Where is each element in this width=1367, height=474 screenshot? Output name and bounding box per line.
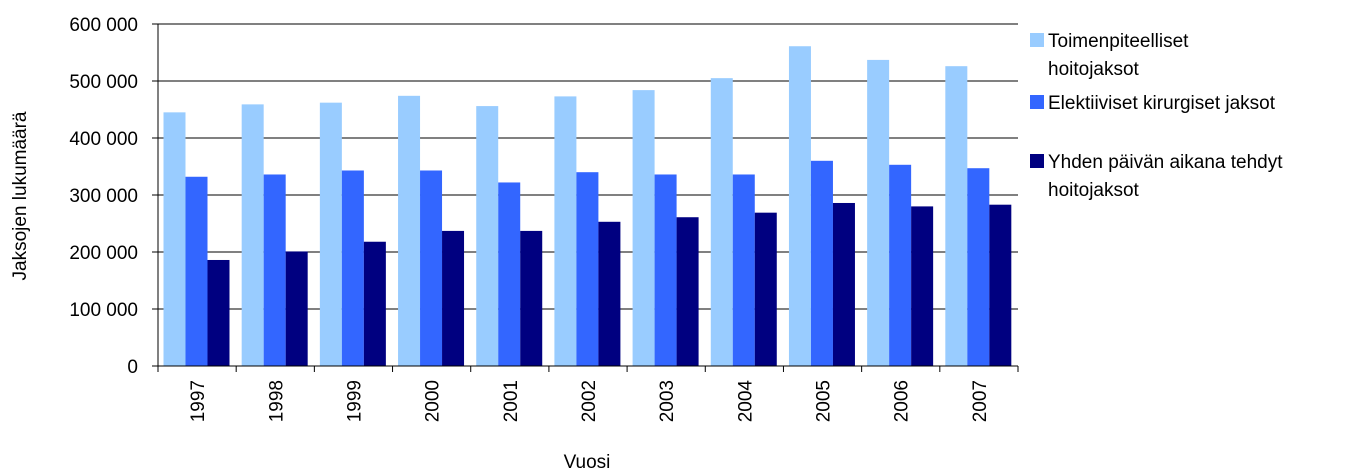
legend-swatch xyxy=(1030,95,1044,109)
legend-label: hoitojaksot xyxy=(1048,180,1140,201)
bar-1997-series-3 xyxy=(207,259,230,366)
legend-swatch xyxy=(1030,33,1044,47)
bar-2005-series-2 xyxy=(810,160,833,366)
bar-2003-series-3 xyxy=(676,217,699,366)
x-tick-label: 2002 xyxy=(579,380,600,422)
bar-2003-series-1 xyxy=(632,90,655,367)
x-tick-labels: 1997 1998 1999 2000 2001 2002 2003 2004 2005 2006… xyxy=(188,380,991,423)
bar-2002-series-3 xyxy=(598,221,621,366)
y-axis-title: Jaksojen lukumäärä xyxy=(10,111,31,280)
bar-2002-series-2 xyxy=(576,172,599,366)
y-tick-label: 0 xyxy=(127,357,138,378)
y-tick-label: 500 000 xyxy=(69,72,138,93)
bar-1998-series-1 xyxy=(241,104,264,367)
bar-1998-series-2 xyxy=(263,174,286,366)
x-tick-label: 1997 xyxy=(188,380,209,422)
x-tick-label: 2006 xyxy=(892,380,913,422)
x-tick-label: 2001 xyxy=(501,380,522,422)
bar-2001-series-2 xyxy=(498,182,521,366)
legend: Toimenpiteelliset hoitojaksot Elektiiviset… xyxy=(1030,31,1283,201)
legend-label: Yhden päivän aikana tehdyt xyxy=(1048,152,1283,173)
bar-2006-series-3 xyxy=(911,206,934,366)
legend-label: hoitojaksot xyxy=(1048,59,1140,80)
x-tick-label: 1999 xyxy=(344,380,365,422)
x-tick-label: 2004 xyxy=(735,380,756,423)
bar-2007-series-1 xyxy=(945,66,968,367)
bar-2004-series-1 xyxy=(710,78,733,367)
bar-2000-series-1 xyxy=(398,95,421,366)
y-tick-labels: 0 100 000 200 000 300 000 400 000 500 000 600 … xyxy=(69,15,138,378)
bar-2006-series-1 xyxy=(867,59,890,366)
bar-2001-series-3 xyxy=(520,230,543,366)
bar-2002-series-1 xyxy=(554,96,577,366)
legend-swatch xyxy=(1030,154,1044,168)
bar-1999-series-3 xyxy=(363,241,386,366)
bar-1997-series-2 xyxy=(185,176,208,366)
bar-2007-series-2 xyxy=(967,168,990,366)
bars xyxy=(163,46,1012,367)
bar-2007-series-3 xyxy=(989,204,1012,366)
x-tick-label: 2003 xyxy=(657,380,678,422)
y-tick-label: 100 000 xyxy=(69,300,138,321)
bar-1997-series-1 xyxy=(163,112,186,366)
bar-2005-series-3 xyxy=(832,202,855,366)
x-tick-label: 1998 xyxy=(266,380,287,422)
x-axis-title: Vuosi xyxy=(564,452,611,473)
bar-2001-series-1 xyxy=(476,106,499,366)
y-tick-label: 300 000 xyxy=(69,186,138,207)
legend-label: Elektiiviset kirurgiset jaksot xyxy=(1048,93,1276,114)
bar-1999-series-1 xyxy=(319,102,342,366)
legend-label: Toimenpiteelliset xyxy=(1048,31,1189,52)
bar-2004-series-2 xyxy=(732,174,755,366)
bar-2005-series-1 xyxy=(788,46,811,366)
bar-2004-series-3 xyxy=(754,212,777,366)
y-tick-label: 600 000 xyxy=(69,15,138,36)
bar-2003-series-2 xyxy=(654,174,677,366)
y-tick-label: 200 000 xyxy=(69,243,138,264)
bar-2000-series-2 xyxy=(420,170,443,366)
x-tick-label: 2000 xyxy=(423,380,444,422)
bar-2006-series-2 xyxy=(889,164,912,366)
bar-2000-series-3 xyxy=(442,230,465,366)
x-tick-label: 2005 xyxy=(814,380,835,422)
x-tick-label: 2007 xyxy=(970,380,991,422)
bar-1999-series-2 xyxy=(341,170,364,366)
axes xyxy=(152,23,1019,372)
bar-1998-series-3 xyxy=(285,251,308,366)
y-tick-label: 400 000 xyxy=(69,129,138,150)
